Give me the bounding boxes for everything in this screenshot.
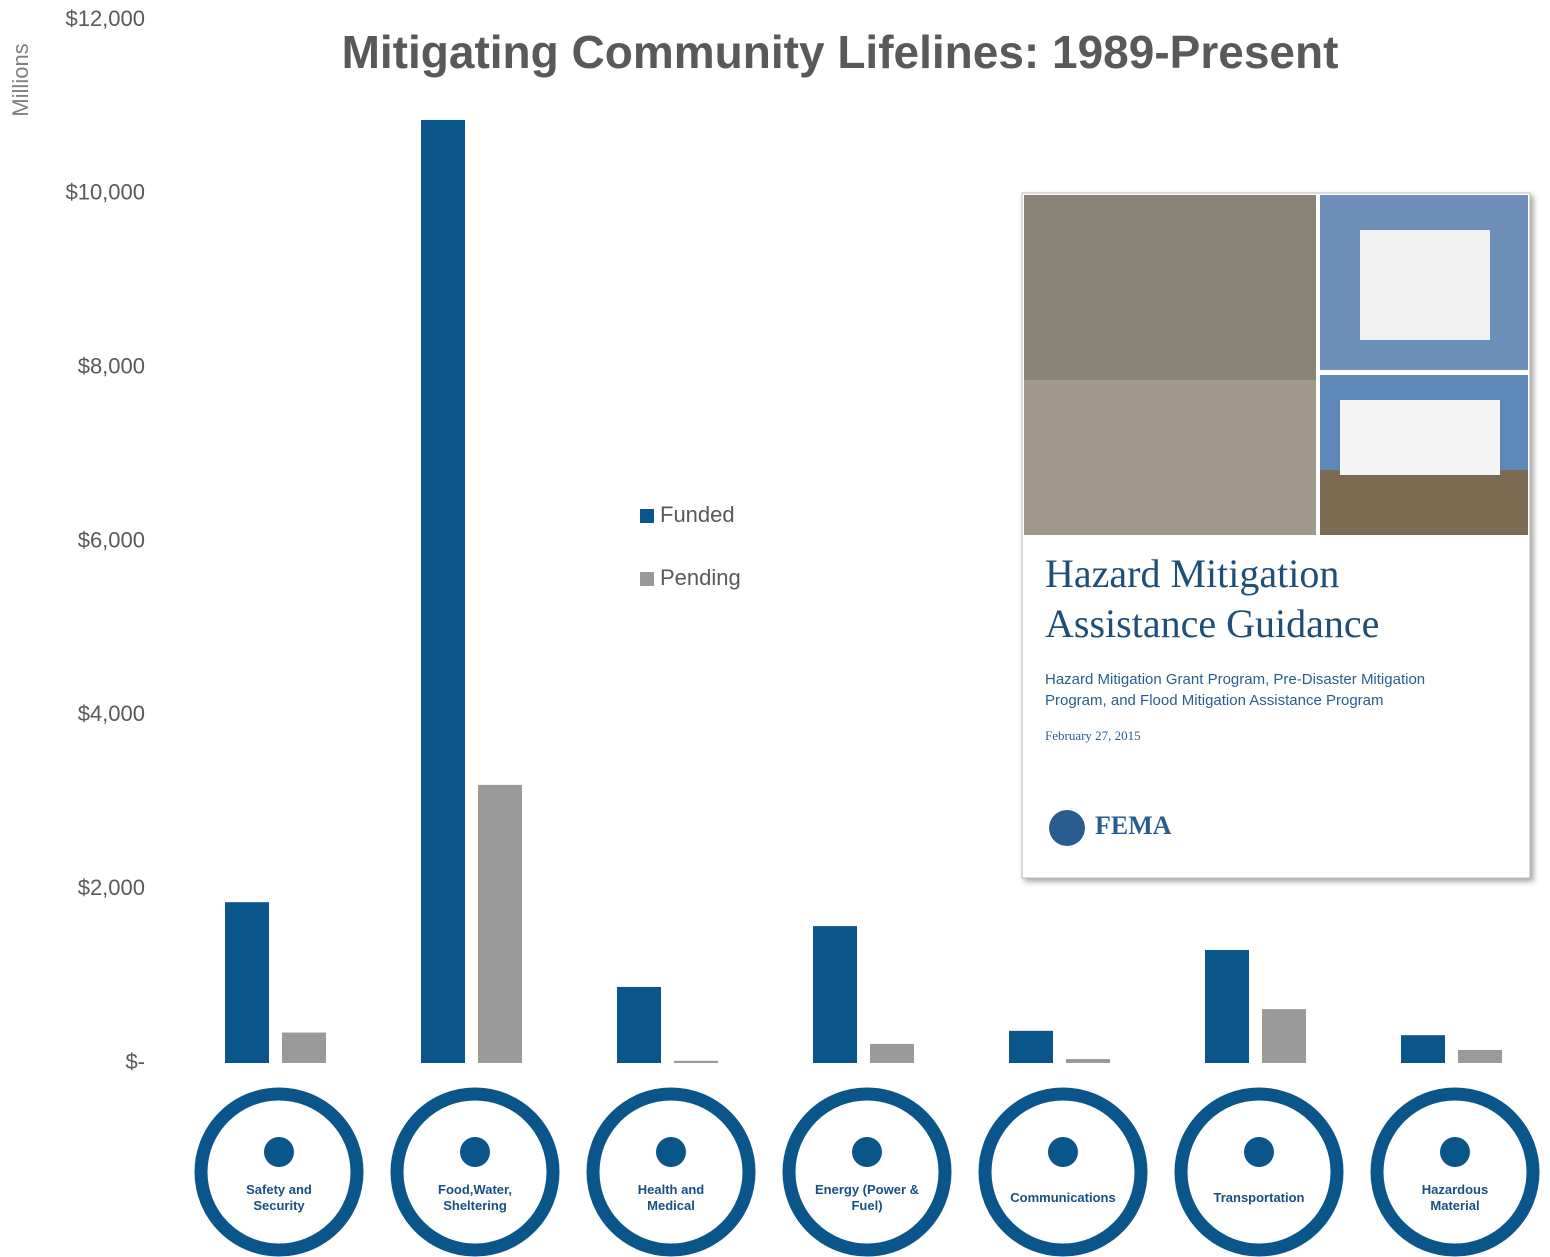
bar xyxy=(225,902,269,1063)
bar xyxy=(813,926,857,1063)
inset-subtitle: Program, and Flood Mitigation Assistance… xyxy=(1045,692,1384,709)
category-badge xyxy=(397,1094,553,1250)
seal xyxy=(1049,810,1085,846)
photo xyxy=(1024,380,1316,535)
category-badge xyxy=(201,1094,357,1250)
category-badge xyxy=(789,1094,945,1250)
category-icon xyxy=(1048,1137,1078,1167)
inset-title: Assistance Guidance xyxy=(1045,601,1379,646)
category-icon xyxy=(1440,1137,1470,1167)
bar xyxy=(1401,1035,1445,1063)
inset-date: February 27, 2015 xyxy=(1045,728,1141,743)
bar xyxy=(478,785,522,1063)
inset-cover: Hazard Mitigation Assistance Guidance Ha… xyxy=(1022,193,1530,878)
chart-title: Mitigating Community Lifelines: 1989-Pre… xyxy=(342,26,1339,78)
bar xyxy=(870,1044,914,1063)
inset-subtitle: Hazard Mitigation Grant Program, Pre-Dis… xyxy=(1045,671,1425,688)
bar xyxy=(1262,1009,1306,1063)
category-badge xyxy=(593,1094,749,1250)
x-tick-label: Health and Medical xyxy=(615,1182,727,1214)
bar xyxy=(1458,1050,1502,1063)
x-tick-label: Energy (Power & Fuel) xyxy=(811,1182,923,1214)
category-icon xyxy=(460,1137,490,1167)
bar xyxy=(1205,950,1249,1063)
category-icon xyxy=(852,1137,882,1167)
bar xyxy=(674,1061,718,1063)
chart: Mitigating Community Lifelines: 1989-Pre… xyxy=(0,0,1550,1257)
bar xyxy=(282,1033,326,1063)
category-badge xyxy=(1181,1094,1337,1250)
page: Mitigating Community Lifelines: 1989-Pre… xyxy=(0,0,1550,1257)
inset-title: Hazard Mitigation xyxy=(1045,551,1339,596)
y-tick-label: $8,000 xyxy=(78,353,145,378)
x-tick-label: Communications xyxy=(1007,1190,1119,1206)
y-tick-label: $4,000 xyxy=(78,701,145,726)
category-icon xyxy=(656,1137,686,1167)
category-icon xyxy=(264,1137,294,1167)
x-tick-label: Hazardous Material xyxy=(1399,1182,1511,1214)
legend-label: Pending xyxy=(660,565,741,590)
y-tick-label: $- xyxy=(125,1049,145,1074)
category-icon xyxy=(1244,1137,1274,1167)
y-tick-label: $10,000 xyxy=(65,180,145,205)
y-axis-label: Millions xyxy=(8,43,33,116)
legend-swatch xyxy=(640,509,654,523)
y-tick-label: $6,000 xyxy=(78,527,145,552)
category-badge xyxy=(985,1094,1141,1250)
bar xyxy=(1066,1059,1110,1063)
inset-agency: FEMA xyxy=(1095,811,1172,840)
category-badge xyxy=(1377,1094,1533,1250)
x-tick-label: Transportation xyxy=(1203,1190,1315,1206)
bar xyxy=(617,987,661,1063)
y-tick-label: $12,000 xyxy=(65,6,145,31)
x-tick-label: Food,Water, Sheltering xyxy=(419,1182,531,1214)
x-tick-label: Safety and Security xyxy=(223,1182,335,1214)
photo xyxy=(1360,230,1490,340)
bar xyxy=(421,120,465,1063)
photo xyxy=(1320,470,1528,535)
photo xyxy=(1340,400,1500,475)
legend-label: Funded xyxy=(660,502,735,527)
y-tick-label: $2,000 xyxy=(78,875,145,900)
legend-swatch xyxy=(640,572,654,586)
bar xyxy=(1009,1031,1053,1063)
